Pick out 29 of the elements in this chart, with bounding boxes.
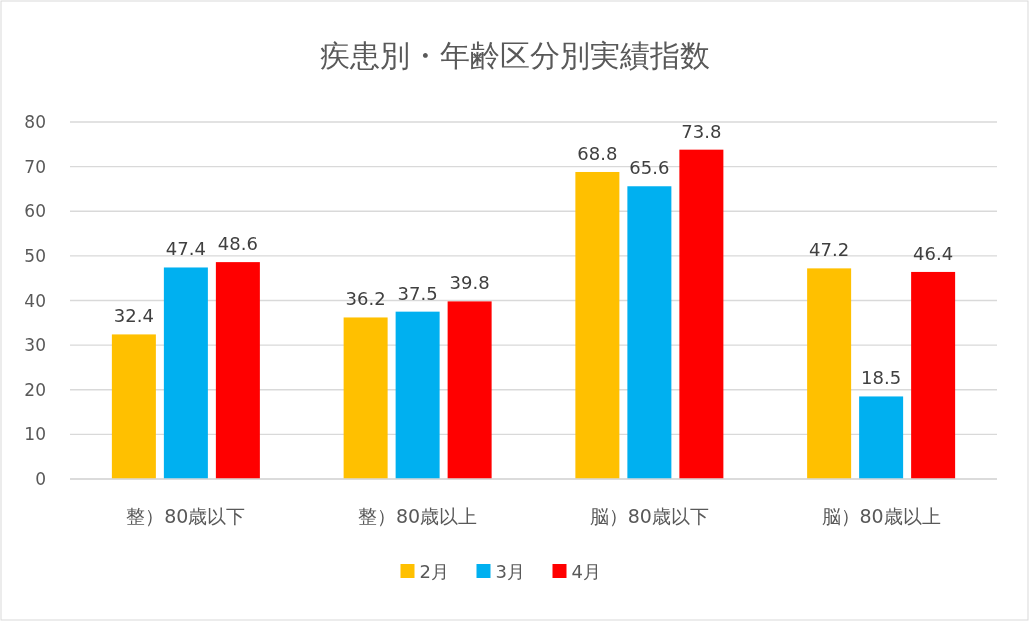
data-label: 32.4 — [113, 305, 154, 327]
x-tick-label: 脳）80歳以下 — [589, 505, 709, 527]
y-tick-label: 10 — [24, 424, 46, 445]
y-tick-label: 20 — [24, 379, 46, 400]
data-label: 37.5 — [397, 282, 438, 304]
data-label: 39.8 — [449, 272, 490, 294]
data-label: 68.8 — [577, 142, 618, 164]
data-label: 48.6 — [217, 233, 258, 255]
x-tick-label: 整）80歳以上 — [358, 505, 478, 527]
legend-label: 4月 — [571, 561, 601, 582]
y-tick-label: 0 — [35, 469, 46, 489]
data-label: 47.4 — [165, 238, 206, 260]
data-label: 18.5 — [861, 367, 902, 389]
y-tick-label: 50 — [24, 245, 46, 266]
y-tick-label: 30 — [24, 335, 46, 356]
y-tick-label: 40 — [24, 290, 46, 311]
y-tick-label: 70 — [24, 156, 46, 177]
data-label: 46.4 — [913, 242, 954, 264]
chart-title: 疾患別・年齢区分別実績指数 — [319, 38, 710, 73]
data-label: 47.2 — [809, 239, 850, 261]
data-label: 65.6 — [629, 157, 670, 179]
legend-label: 2月 — [419, 561, 449, 582]
y-tick-label: 60 — [24, 201, 46, 222]
data-label: 36.2 — [345, 288, 386, 310]
data-label: 73.8 — [681, 120, 722, 142]
y-tick-label: 80 — [24, 112, 46, 132]
x-tick-label: 整）80歳以下 — [126, 505, 246, 527]
x-tick-label: 脳）80歳以上 — [821, 505, 941, 527]
legend-label: 3月 — [495, 561, 525, 582]
